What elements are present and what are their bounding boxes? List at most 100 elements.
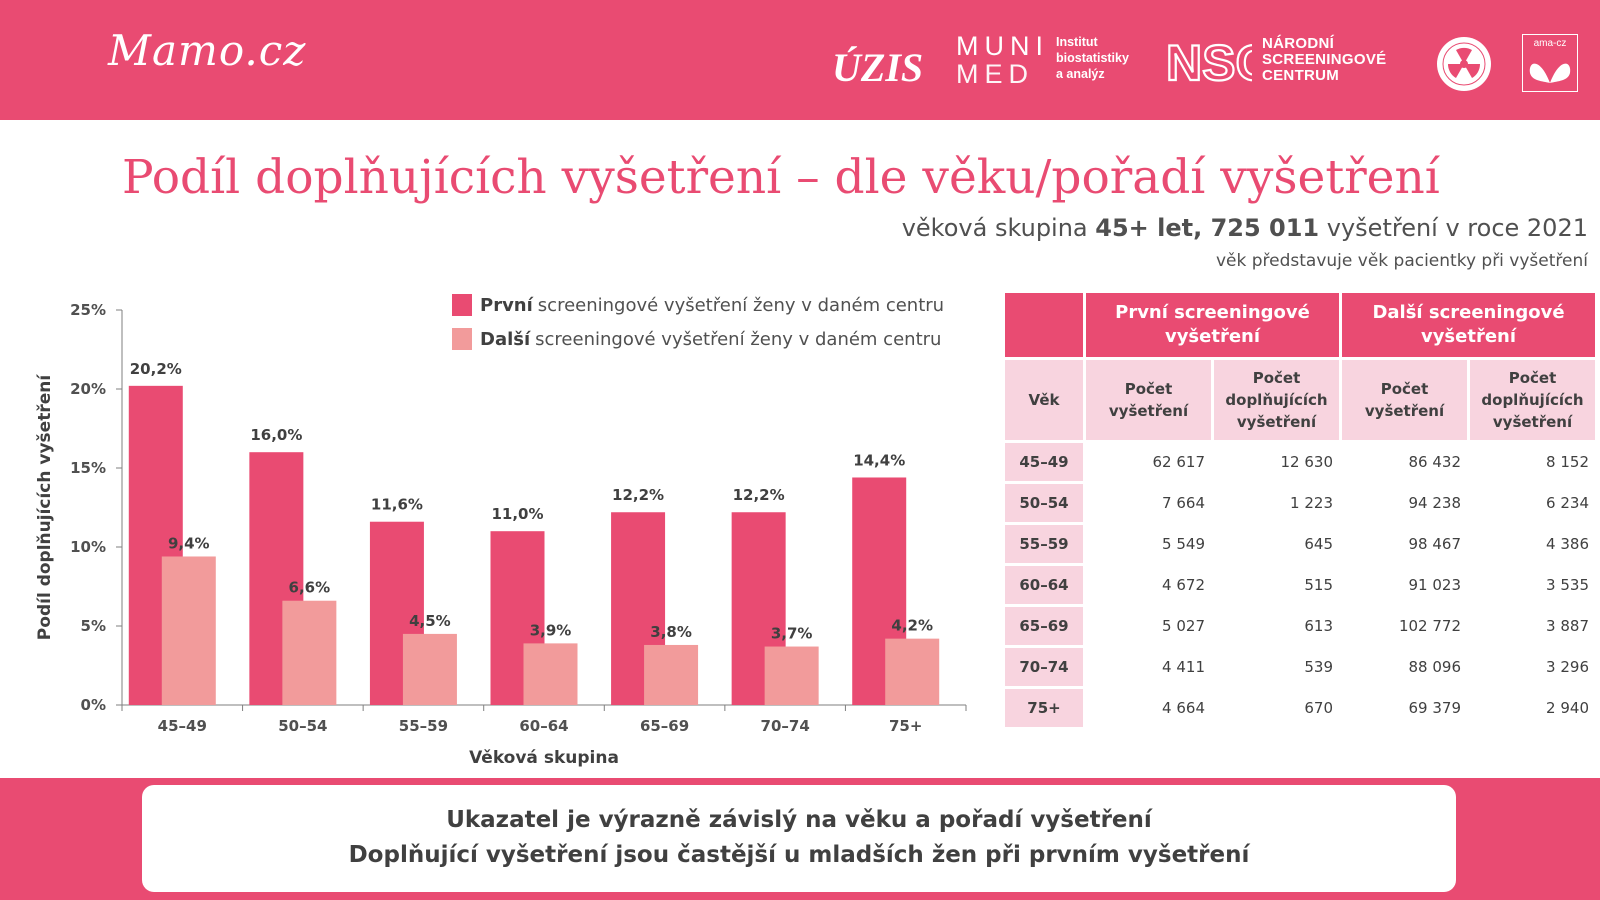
legend-bold-next: Další — [480, 328, 531, 350]
cell-value: 3 887 — [1546, 617, 1589, 635]
cell-value: 670 — [1304, 699, 1333, 717]
y-tick-label: 5% — [81, 617, 106, 635]
x-tick-label: 75+ — [889, 717, 922, 735]
legend-text-first: screeningové vyšetření ženy v daném cent… — [537, 294, 945, 316]
data-label-next: 4,2% — [891, 617, 933, 635]
data-label-first: 12,2% — [733, 486, 785, 504]
table-row: 50–54 7 664 1 223 94 238 6 234 — [1005, 484, 1595, 522]
cell-value: 86 432 — [1408, 453, 1462, 471]
muni-logo-line1: MUNI — [956, 31, 1049, 61]
cell-value: 1 223 — [1290, 494, 1333, 512]
cell-value: 62 617 — [1152, 453, 1206, 471]
cell-value: 4 664 — [1162, 699, 1205, 717]
table-row: 60–64 4 672 515 91 023 3 535 — [1005, 566, 1595, 604]
legend-bold-first: První — [480, 294, 533, 316]
data-label-next: 9,4% — [168, 534, 210, 552]
sub-header-first-additional: Počet doplňujících vyšetření — [1214, 360, 1339, 440]
nsc-line-1: NÁRODNÍ — [1262, 35, 1335, 52]
bar-next-55–59 — [402, 633, 457, 705]
cell-value: 88 096 — [1408, 658, 1462, 676]
nsc-line-3: CENTRUM — [1262, 67, 1340, 84]
cell-value: 69 379 — [1408, 699, 1462, 717]
age-note: věk představuje věk pacientky při vyšetř… — [1215, 251, 1588, 271]
cell-value: 3 296 — [1546, 658, 1589, 676]
cell-value: 6 234 — [1546, 494, 1589, 512]
nsc-logo-mark: NSC — [1166, 34, 1252, 88]
table-group-header-row: První screeningové vyšetření Další scree… — [1005, 293, 1595, 357]
subtitle-prefix: věková skupina — [901, 214, 1096, 242]
page-subtitle: věková skupina 45+ let, 725 011 vyšetřen… — [902, 214, 1588, 242]
data-label-first: 14,4% — [853, 451, 905, 469]
data-label-next: 3,9% — [530, 621, 572, 639]
cell-value: 4 411 — [1162, 658, 1205, 676]
cell-value: 5 549 — [1162, 535, 1205, 553]
x-tick-label: 45–49 — [158, 717, 207, 735]
legend-text-next: screeningové vyšetření ženy v daném cent… — [535, 328, 942, 350]
legend-swatch-first — [452, 294, 472, 316]
muni-logo-line2: MED — [956, 59, 1034, 89]
data-table: První screeningové vyšetření Další scree… — [1002, 290, 1598, 730]
bar-next-60–64 — [523, 643, 578, 705]
x-tick-label: 65–69 — [640, 717, 689, 735]
data-label-next: 3,7% — [771, 625, 813, 643]
y-tick-label: 10% — [70, 538, 106, 556]
ama-butterfly-icon — [1529, 63, 1571, 83]
row-age: 75+ — [1005, 689, 1083, 727]
nsc-logo-letters: NSC — [1166, 35, 1252, 88]
cell-value: 2 940 — [1546, 699, 1589, 717]
row-age: 55–59 — [1005, 525, 1083, 563]
data-label-next: 6,6% — [289, 579, 331, 597]
bar-next-70–74 — [764, 646, 819, 705]
cell-value: 12 630 — [1280, 453, 1334, 471]
data-label-next: 3,8% — [650, 623, 692, 641]
nsc-logo-text: NÁRODNÍ SCREENINGOVÉ CENTRUM — [1262, 36, 1386, 84]
data-label-next: 4,5% — [409, 612, 451, 630]
row-age: 50–54 — [1005, 484, 1083, 522]
subtitle-suffix: vyšetření v roce 2021 — [1319, 214, 1588, 242]
cell-value: 4 386 — [1546, 535, 1589, 553]
ama-cz-logo: ama-cz — [1522, 34, 1578, 92]
x-axis-title: Věková skupina — [469, 748, 619, 768]
row-age: 60–64 — [1005, 566, 1083, 604]
data-label-first: 12,2% — [612, 486, 664, 504]
institute-line-3: a analýz — [1056, 67, 1105, 81]
row-age: 45–49 — [1005, 443, 1083, 481]
sub-header-next-count: Počet vyšetření — [1342, 360, 1467, 440]
legend-item-first: První screeningové vyšetření ženy v dané… — [452, 288, 944, 322]
brand-logo[interactable]: Mamo.cz — [108, 26, 307, 75]
cell-value: 4 672 — [1162, 576, 1205, 594]
table-row: 65–69 5 027 613 102 772 3 887 — [1005, 607, 1595, 645]
legend-swatch-next — [452, 328, 472, 350]
cell-value: 539 — [1304, 658, 1333, 676]
radiology-society-seal-icon — [1437, 37, 1491, 91]
cell-value: 94 238 — [1408, 494, 1462, 512]
cell-value: 645 — [1304, 535, 1333, 553]
footer-line-1: Ukazatel je výrazně závislý na věku a po… — [446, 807, 1152, 833]
legend-item-next: Další screeningové vyšetření ženy v dané… — [452, 322, 944, 356]
table-row: 45–49 62 617 12 630 86 432 8 152 — [1005, 443, 1595, 481]
page-title: Podíl doplňujících vyšetření – dle věku/… — [122, 150, 1440, 205]
header-bar: Mamo.cz ÚZIS MUNI MED Institut biostatis… — [0, 0, 1600, 120]
cell-value: 98 467 — [1408, 535, 1462, 553]
bar-next-50–54 — [282, 600, 337, 705]
institute-line-2: biostatistiky — [1056, 51, 1129, 65]
x-tick-label: 70–74 — [761, 717, 810, 735]
y-tick-label: 25% — [70, 301, 106, 319]
data-label-first: 16,0% — [250, 426, 302, 444]
y-tick-label: 0% — [81, 696, 106, 714]
cell-value: 3 535 — [1546, 576, 1589, 594]
footer-summary-box: Ukazatel je výrazně závislý na věku a po… — [142, 785, 1456, 892]
cell-value: 91 023 — [1408, 576, 1462, 594]
footer-line-2: Doplňující vyšetření jsou častější u mla… — [348, 842, 1250, 868]
uzis-logo: ÚZIS — [832, 45, 924, 90]
y-axis-title: Podíl doplňujících vyšetření — [35, 374, 55, 641]
row-age: 70–74 — [1005, 648, 1083, 686]
institute-line-1: Institut — [1056, 35, 1098, 49]
cell-value: 515 — [1304, 576, 1333, 594]
table-row: 70–74 4 411 539 88 096 3 296 — [1005, 648, 1595, 686]
table-row: 55–59 5 549 645 98 467 4 386 — [1005, 525, 1595, 563]
cell-value: 8 152 — [1546, 453, 1589, 471]
row-age: 65–69 — [1005, 607, 1083, 645]
bar-next-65–69 — [644, 644, 699, 705]
table-corner-cell — [1005, 293, 1083, 357]
